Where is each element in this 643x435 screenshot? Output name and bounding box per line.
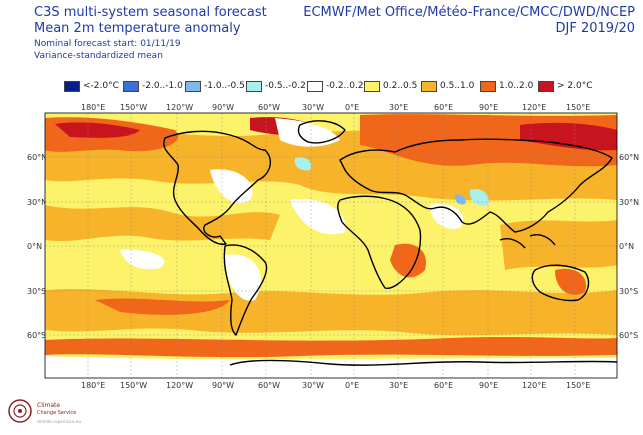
field-red-australia: [555, 268, 586, 295]
legend-swatch: [64, 81, 80, 92]
legend-swatch: [123, 81, 139, 92]
field-white-greenland: [275, 118, 340, 147]
lon-label: 60°E: [434, 103, 454, 112]
africa-outline: [337, 195, 422, 289]
maritime-continent-outline: [499, 234, 556, 249]
legend-label: -0.5..-0.2: [265, 81, 306, 91]
south-america-outline: [223, 244, 268, 336]
logo-line2: Change Service: [37, 410, 77, 416]
copernicus-logo-icon: [8, 399, 32, 423]
australia-outline: [531, 264, 590, 302]
lon-label: 90°E: [479, 381, 499, 390]
field-red-south-pacific: [95, 298, 230, 315]
lon-label: 150°E: [566, 103, 591, 112]
lat-label: 30°S: [619, 287, 639, 296]
field-red-southern-ocean: [45, 337, 617, 358]
lat-label: 60°N: [619, 153, 640, 162]
season-label: DJF 2019/20: [555, 21, 635, 36]
legend-swatch: [307, 81, 323, 92]
legend-label: 0.2..0.5: [383, 81, 418, 91]
lon-label: 180°E: [81, 103, 106, 112]
lon-label: 150°E: [566, 381, 591, 390]
legend-swatch: [480, 81, 496, 92]
lat-label: 60°S: [27, 331, 47, 340]
legend-label: -1.0..-0.5: [204, 81, 245, 91]
field-darkred-1: [55, 122, 140, 138]
north-america-outline: [163, 130, 272, 245]
lon-label: 60°W: [258, 103, 281, 112]
lon-label: 30°E: [389, 103, 409, 112]
lat-label: 0°N: [619, 242, 635, 251]
field-cyan-2: [469, 188, 489, 206]
field-white-india: [430, 204, 464, 229]
greenland-outline: [297, 120, 346, 144]
legend-swatch: [246, 81, 262, 92]
lon-label: 0°E: [345, 103, 360, 112]
legend-swatch: [538, 81, 554, 92]
field-white-sa: [225, 254, 261, 301]
logo-line1: Climate: [37, 402, 61, 409]
lat-label: 30°N: [619, 198, 640, 207]
field-darkred-3: [520, 122, 617, 151]
lon-label: 120°W: [166, 381, 194, 390]
lat-label: 30°N: [27, 198, 48, 207]
coastlines: [163, 120, 618, 366]
map-frame: [44, 112, 618, 379]
eurasia-outline: [339, 138, 613, 233]
forecast-start-note: Nominal forecast start: 01/11/19: [34, 39, 181, 49]
lon-label: 30°W: [302, 381, 325, 390]
field-white-atlantic: [290, 199, 346, 235]
legend-label: -0.2..0.2: [326, 81, 364, 91]
chart-title: C3S multi-system seasonal forecast: [34, 5, 267, 20]
lon-label: 0°E: [345, 381, 360, 390]
lon-label: 120°E: [522, 103, 547, 112]
producing-centres: ECMWF/Met Office/Météo-France/CMCC/DWD/N…: [303, 5, 635, 20]
legend-swatch: [185, 81, 201, 92]
antarctica-outline: [229, 359, 618, 366]
legend-swatch: [364, 81, 380, 92]
legend-swatch: [421, 81, 437, 92]
field-orange-tropics-e: [500, 220, 617, 270]
field-orange-tropics-w: [45, 205, 280, 242]
lat-label: 0°N: [27, 242, 43, 251]
lat-label: 60°N: [27, 153, 48, 162]
lon-label: 90°E: [479, 103, 499, 112]
lon-label: 150°W: [120, 381, 148, 390]
legend-label: -2.0..-1.0: [142, 81, 183, 91]
lon-label: 120°E: [522, 381, 547, 390]
lon-label: 30°E: [389, 381, 409, 390]
variance-note: Variance-standardized mean: [34, 51, 163, 61]
legend-label: <-2.0°C: [83, 81, 119, 91]
legend-label: 1.0..2.0: [499, 81, 534, 91]
logo-line3: climate.copernicus.eu: [37, 419, 82, 424]
lon-label: 60°W: [258, 381, 281, 390]
field-red-s-africa: [390, 243, 426, 278]
lat-label: 30°S: [27, 287, 47, 296]
lat-label: 60°S: [619, 331, 639, 340]
chart-subtitle: Mean 2m temperature anomaly: [34, 21, 241, 36]
field-cyan-1: [294, 157, 312, 171]
lon-label: 90°W: [212, 103, 235, 112]
lon-label: 150°W: [120, 103, 148, 112]
graticule: [45, 113, 617, 378]
lon-label: 180°E: [81, 381, 106, 390]
legend-label: > 2.0°C: [557, 81, 593, 91]
lon-label: 120°W: [166, 103, 194, 112]
lon-label: 30°W: [302, 103, 325, 112]
field-orange-south: [45, 288, 617, 336]
lon-label: 90°W: [212, 381, 235, 390]
legend-label: 0.5..1.0: [440, 81, 475, 91]
lon-label: 60°E: [434, 381, 454, 390]
